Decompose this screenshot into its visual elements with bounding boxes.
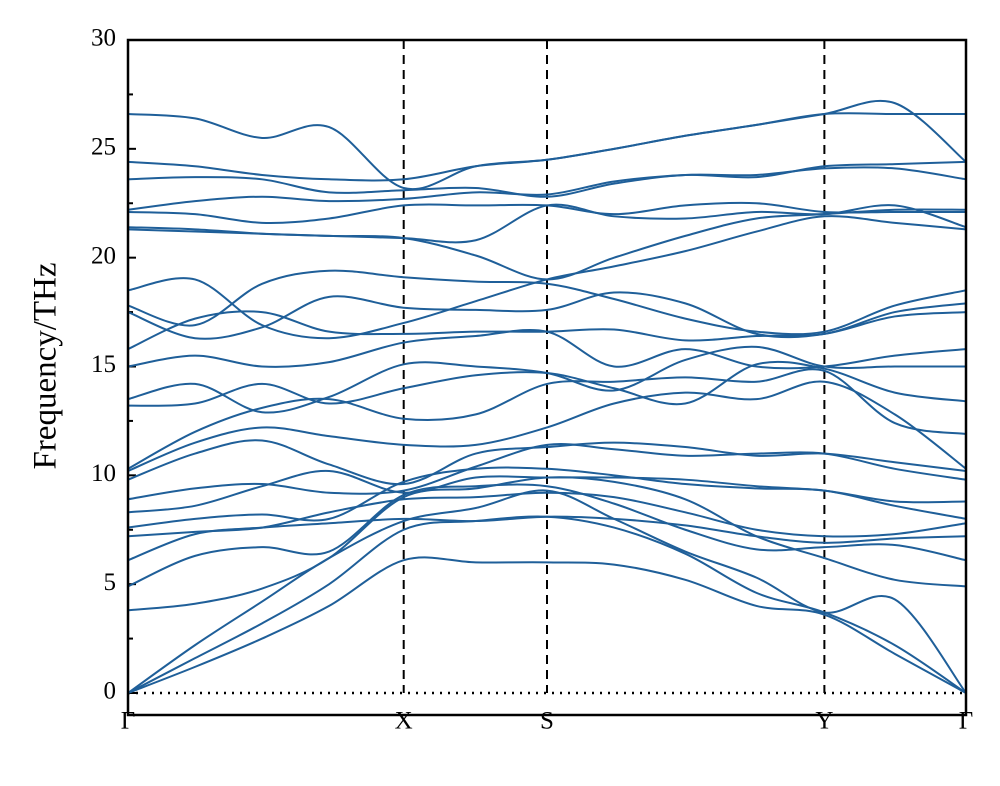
plot-frame bbox=[126, 38, 968, 717]
band-line bbox=[127, 439, 967, 486]
band-line bbox=[127, 166, 967, 211]
y-tick-label: 5 bbox=[104, 569, 117, 596]
band-line bbox=[127, 491, 967, 538]
band-line bbox=[127, 368, 967, 470]
band-line bbox=[127, 483, 967, 588]
x-tick-label: S bbox=[540, 708, 554, 735]
band-line bbox=[127, 489, 967, 694]
y-tick-label: 10 bbox=[91, 460, 116, 487]
band-line bbox=[127, 380, 967, 472]
x-tick-label: Y bbox=[815, 708, 833, 735]
x-tick-label: X bbox=[395, 708, 413, 735]
y-tick-label: 20 bbox=[91, 242, 116, 269]
y-tick-label: 0 bbox=[104, 678, 117, 705]
y-tick-label: 25 bbox=[91, 134, 116, 161]
band-line bbox=[127, 112, 966, 191]
band-line bbox=[127, 469, 967, 514]
band-line bbox=[127, 291, 967, 340]
y-tick-label: 30 bbox=[91, 25, 116, 52]
y-axis-label: Frequency/THz bbox=[28, 262, 64, 469]
band-line bbox=[127, 201, 966, 224]
y-tick-label: 15 bbox=[91, 351, 116, 378]
band-line bbox=[127, 160, 967, 198]
band-line bbox=[127, 556, 967, 694]
band-line bbox=[127, 269, 967, 336]
